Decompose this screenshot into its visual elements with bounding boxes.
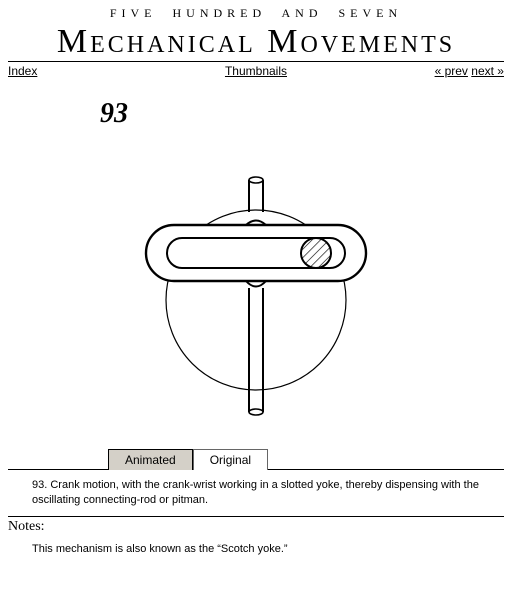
tab-bar: Animated Original (8, 448, 504, 470)
notes-label: Notes: (0, 517, 512, 535)
thumbnails-link[interactable]: Thumbnails (225, 64, 287, 78)
figure-description: 93. Crank motion, with the crank-wrist w… (8, 470, 504, 517)
tab-animated[interactable]: Animated (108, 449, 193, 470)
navbar: Index Thumbnails « prev next » (0, 62, 512, 84)
tab-original[interactable]: Original (193, 449, 268, 470)
index-link[interactable]: Index (8, 64, 37, 78)
next-link[interactable]: next » (471, 64, 504, 78)
prev-link[interactable]: « prev (435, 64, 468, 78)
page-subtitle: FIVE HUNDRED AND SEVEN (0, 6, 512, 21)
figure-number: 93 (0, 98, 512, 130)
mechanism-diagram (106, 140, 406, 440)
notes-body: This mechanism is also known as the “Sco… (0, 535, 512, 567)
page-title: Mechanical Movements (8, 21, 504, 62)
